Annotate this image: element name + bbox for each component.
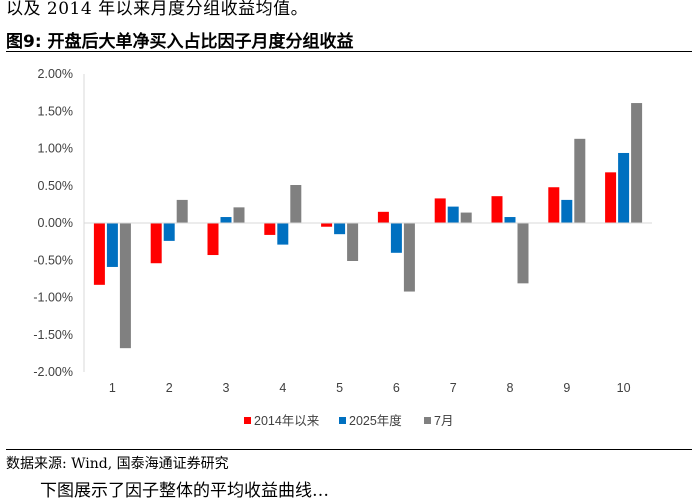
legend-swatch — [244, 417, 251, 424]
bar-july-group-7 — [460, 212, 472, 223]
x-tick-label: 5 — [336, 381, 343, 395]
x-tick-label: 3 — [223, 381, 230, 395]
bar-year-2025-group-7 — [447, 206, 459, 223]
bar-since-2014-group-3 — [207, 223, 219, 256]
bar-since-2014-group-10 — [605, 172, 617, 223]
bar-since-2014-group-9 — [548, 187, 560, 223]
bar-july-group-8 — [517, 223, 529, 284]
y-tick-label: -2.00% — [33, 365, 73, 379]
bar-year-2025-group-6 — [390, 223, 402, 253]
bar-year-2025-group-2 — [163, 223, 175, 241]
body-text-partial: 下图展示了因子整体的平均收益曲线… — [40, 481, 329, 501]
y-axis-ticks: 2.00% 1.50% 1.00% 0.50% 0.00% -0.50% -1.00% -1.… — [33, 67, 73, 379]
x-tick-label: 1 — [109, 381, 116, 395]
bar-since-2014-group-6 — [377, 211, 389, 223]
x-tick-label: 2 — [166, 381, 173, 395]
bar-since-2014-group-1 — [93, 223, 105, 285]
legend-label: 7月 — [434, 414, 453, 428]
y-tick-label: 0.00% — [38, 216, 73, 230]
bar-july-group-6 — [403, 223, 415, 292]
bar-july-group-5 — [347, 223, 359, 261]
bar-july-group-2 — [176, 199, 188, 223]
y-tick-label: -1.00% — [33, 291, 73, 305]
bar-since-2014-group-2 — [150, 223, 162, 264]
bar-july-group-10 — [631, 103, 643, 223]
legend-label: 2014年以来 — [254, 414, 320, 428]
data-source: 数据来源: Wind, 国泰海通证券研究 — [6, 456, 229, 472]
source-divider — [6, 449, 692, 450]
y-tick-label: 1.00% — [38, 142, 73, 156]
x-axis-ticks: 1 2 3 4 5 6 7 8 9 10 — [109, 381, 631, 395]
bar-july-group-1 — [119, 223, 131, 349]
legend-swatch — [339, 417, 346, 424]
y-tick-label: 0.50% — [38, 179, 73, 193]
legend-swatch — [424, 417, 431, 424]
bar-since-2014-group-4 — [264, 223, 276, 235]
y-tick-label: 2.00% — [38, 67, 73, 81]
bar-july-group-4 — [290, 185, 302, 223]
bar-july-group-3 — [233, 207, 245, 223]
bar-year-2025-group-3 — [220, 217, 232, 223]
x-tick-label: 10 — [617, 381, 631, 395]
x-tick-label: 8 — [507, 381, 514, 395]
y-tick-label: -1.50% — [33, 328, 73, 342]
x-tick-label: 6 — [393, 381, 400, 395]
bar-since-2014-group-5 — [321, 223, 333, 227]
bar-chart: 2.00% 1.50% 1.00% 0.50% 0.00% -0.50% -1.00% -1.… — [33, 67, 652, 428]
y-tick-label: 1.50% — [38, 104, 73, 118]
bar-year-2025-group-4 — [277, 223, 289, 245]
bar-since-2014-group-7 — [434, 198, 446, 223]
bar-july-group-9 — [574, 138, 586, 223]
legend: 2014年以来 2025年度 7月 — [244, 413, 453, 428]
intro-text: 以及 2014 年以来月度分组收益均值。 — [6, 0, 309, 19]
x-tick-label: 7 — [450, 381, 457, 395]
y-tick-label: -0.50% — [33, 253, 73, 267]
bar-year-2025-group-10 — [618, 152, 630, 223]
bar-year-2025-group-9 — [561, 199, 573, 223]
x-tick-label: 4 — [279, 381, 286, 395]
bar-year-2025-group-8 — [504, 217, 516, 223]
bars-group — [93, 103, 643, 349]
bar-year-2025-group-5 — [334, 223, 346, 235]
bar-since-2014-group-8 — [491, 196, 503, 223]
x-tick-label: 9 — [563, 381, 570, 395]
title-divider — [6, 51, 692, 52]
figure-title: 图9: 开盘后大单净买入占比因子月度分组收益 — [6, 32, 354, 52]
bar-year-2025-group-1 — [106, 223, 118, 267]
legend-label: 2025年度 — [349, 413, 402, 428]
